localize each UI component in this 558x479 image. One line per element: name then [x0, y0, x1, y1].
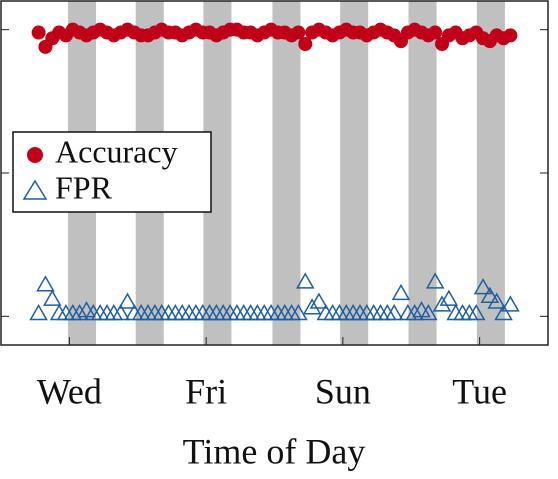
night-band: [476, 1, 505, 345]
fpr-point: [473, 278, 493, 295]
fpr-point: [439, 289, 459, 306]
fpr-point: [494, 303, 513, 321]
accuracy-point: [428, 25, 443, 40]
fpr-point: [36, 275, 55, 292]
night-band: [340, 1, 369, 345]
x-tick-label: Fri: [185, 371, 227, 411]
fpr-point: [405, 303, 424, 321]
legend-label: FPR: [55, 169, 113, 205]
plot-frame: [0, 0, 549, 346]
legend-marker: [27, 147, 43, 163]
legend-marker: [22, 179, 48, 200]
fpr-point: [501, 295, 520, 312]
fpr-point: [42, 289, 62, 306]
fpr-point: [70, 303, 89, 321]
x-tick-label: Sun: [315, 371, 371, 411]
accuracy-point: [31, 25, 46, 40]
fpr-point: [302, 298, 322, 315]
legend-label: Accuracy: [55, 133, 178, 169]
fpr-point: [111, 303, 130, 321]
fpr-point: [487, 292, 507, 309]
night-band: [408, 1, 437, 345]
x-tick-label: Tue: [452, 371, 507, 411]
night-band: [272, 1, 301, 345]
fpr-point: [432, 295, 452, 312]
accuracy-point: [298, 37, 313, 51]
x-tick-label: Wed: [37, 371, 102, 411]
accuracy-point: [291, 25, 306, 40]
accuracy-point: [503, 28, 518, 43]
fpr-point: [419, 303, 438, 321]
fpr-point: [384, 303, 404, 321]
fpr-point: [391, 283, 411, 301]
fpr-point: [309, 292, 329, 309]
fpr-point: [480, 286, 500, 304]
fpr-point: [466, 303, 486, 321]
fpr-point: [289, 303, 308, 321]
x-axis-label: Time of Day: [183, 431, 366, 471]
fpr-point: [118, 292, 137, 309]
fpr-point: [29, 303, 48, 321]
fpr-point: [295, 272, 315, 289]
fpr-point: [425, 272, 445, 289]
